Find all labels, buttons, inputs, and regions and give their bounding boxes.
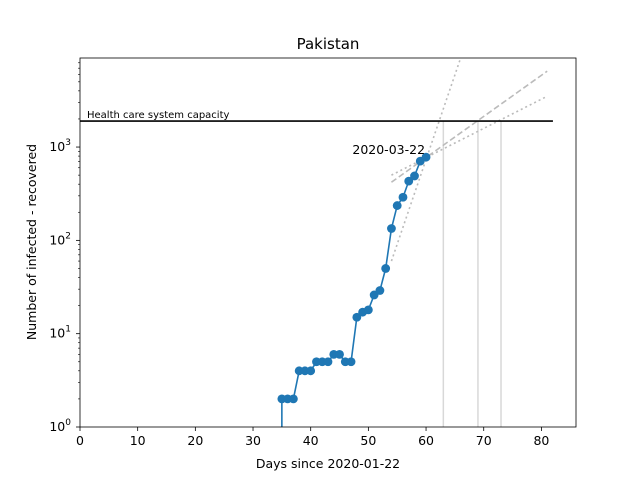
data-point (306, 366, 316, 376)
x-tick-label: 30 (245, 433, 261, 448)
y-tick-label: 103 (49, 138, 71, 154)
data-point (387, 224, 396, 233)
data-point (323, 357, 333, 367)
data-point (352, 312, 362, 322)
chart-title: Pakistan (297, 35, 360, 53)
x-tick-label: 0 (76, 433, 84, 448)
data-points (277, 152, 431, 404)
plot-frame (79, 57, 577, 428)
y-axis-ticks: 100 101 102 103 (49, 62, 80, 434)
data-point (421, 152, 431, 162)
data-point (381, 264, 391, 273)
data-point (335, 349, 344, 359)
fit-lines (390, 58, 548, 262)
data-point (375, 286, 385, 295)
x-tick-label: 70 (476, 433, 492, 448)
x-tick-label: 10 (130, 433, 146, 448)
data-point (410, 171, 419, 181)
x-tick-label: 20 (187, 433, 203, 448)
projection-vlines (442, 121, 502, 427)
data-point (363, 305, 373, 315)
y-tick-label: 101 (49, 325, 71, 341)
data-point (398, 192, 408, 202)
x-axis-ticks: 0 10 20 30 40 50 60 70 80 (76, 427, 549, 448)
x-tick-label: 50 (360, 433, 376, 448)
data-point (346, 357, 356, 367)
date-annotation: 2020-03-22 (352, 142, 425, 157)
y-axis-label: Number of infected - recovered (24, 144, 39, 340)
x-tick-label: 60 (418, 433, 434, 448)
x-axis-label: Days since 2020-01-22 (256, 456, 400, 471)
x-tick-label: 80 (533, 433, 549, 448)
fit-line (391, 95, 548, 176)
y-tick-label: 100 (49, 418, 71, 434)
data-point (404, 176, 414, 186)
data-point (392, 201, 402, 210)
x-tick-label: 40 (303, 433, 319, 448)
capacity-label: Health care system capacity (87, 110, 229, 121)
fit-line (390, 58, 462, 262)
fit-line (390, 70, 548, 183)
data-point (288, 394, 298, 404)
y-tick-label: 102 (49, 231, 71, 247)
